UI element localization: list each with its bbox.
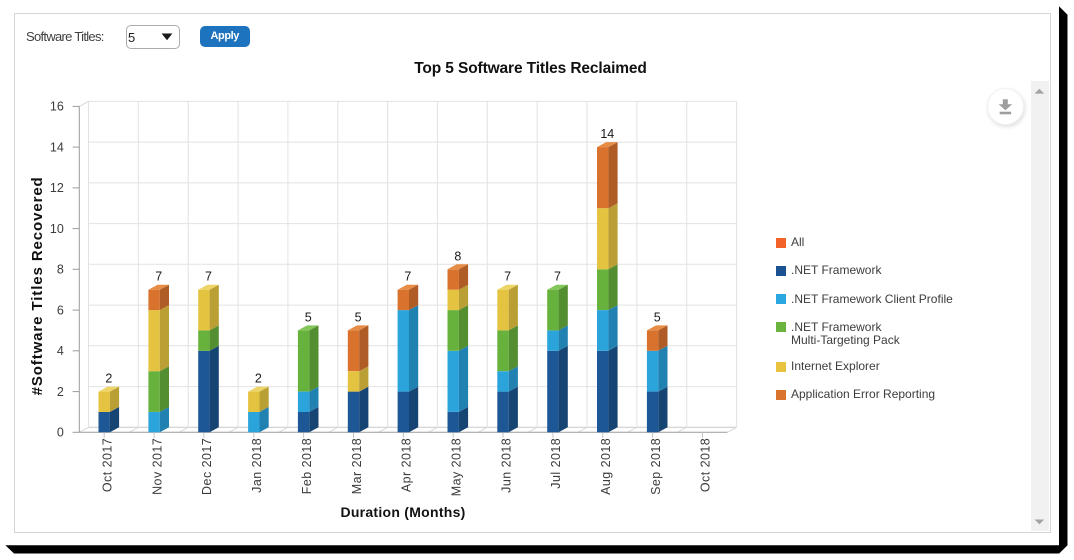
svg-text:7: 7 (205, 270, 212, 284)
svg-text:#Software Titles Recovered: #Software Titles Recovered (29, 176, 46, 395)
svg-text:5: 5 (355, 310, 362, 324)
svg-text:7: 7 (404, 270, 411, 284)
svg-text:Feb 2018: Feb 2018 (300, 438, 314, 494)
svg-text:Dec 2017: Dec 2017 (200, 438, 214, 495)
svg-text:Jun 2018: Jun 2018 (499, 438, 513, 493)
svg-text:8: 8 (454, 249, 461, 263)
svg-text:5: 5 (305, 310, 312, 324)
svg-text:Apr 2018: Apr 2018 (400, 438, 414, 492)
svg-text:5: 5 (654, 310, 661, 324)
svg-text:Sep 2018: Sep 2018 (649, 438, 663, 495)
svg-text:2: 2 (255, 372, 262, 386)
svg-text:Oct 2018: Oct 2018 (699, 438, 713, 492)
svg-text:Aug 2018: Aug 2018 (599, 438, 613, 495)
svg-text:2: 2 (57, 385, 64, 399)
svg-text:6: 6 (57, 303, 64, 317)
svg-text:May 2018: May 2018 (450, 438, 464, 497)
svg-text:2: 2 (105, 372, 112, 386)
svg-text:Oct 2017: Oct 2017 (101, 438, 115, 492)
svg-text:Jul 2018: Jul 2018 (549, 438, 563, 489)
svg-text:12: 12 (50, 181, 64, 195)
svg-text:14: 14 (600, 127, 614, 141)
svg-text:7: 7 (554, 270, 561, 284)
svg-text:7: 7 (155, 270, 162, 284)
svg-text:10: 10 (50, 222, 64, 236)
svg-text:Nov 2017: Nov 2017 (150, 438, 164, 495)
svg-text:14: 14 (50, 140, 64, 154)
svg-text:Jan 2018: Jan 2018 (250, 438, 264, 493)
svg-text:4: 4 (57, 344, 64, 358)
svg-text:Duration (Months): Duration (Months) (340, 504, 465, 520)
svg-text:7: 7 (504, 270, 511, 284)
svg-text:Mar 2018: Mar 2018 (350, 438, 364, 494)
svg-text:8: 8 (57, 263, 64, 277)
svg-text:16: 16 (50, 100, 64, 114)
svg-text:0: 0 (57, 426, 64, 440)
